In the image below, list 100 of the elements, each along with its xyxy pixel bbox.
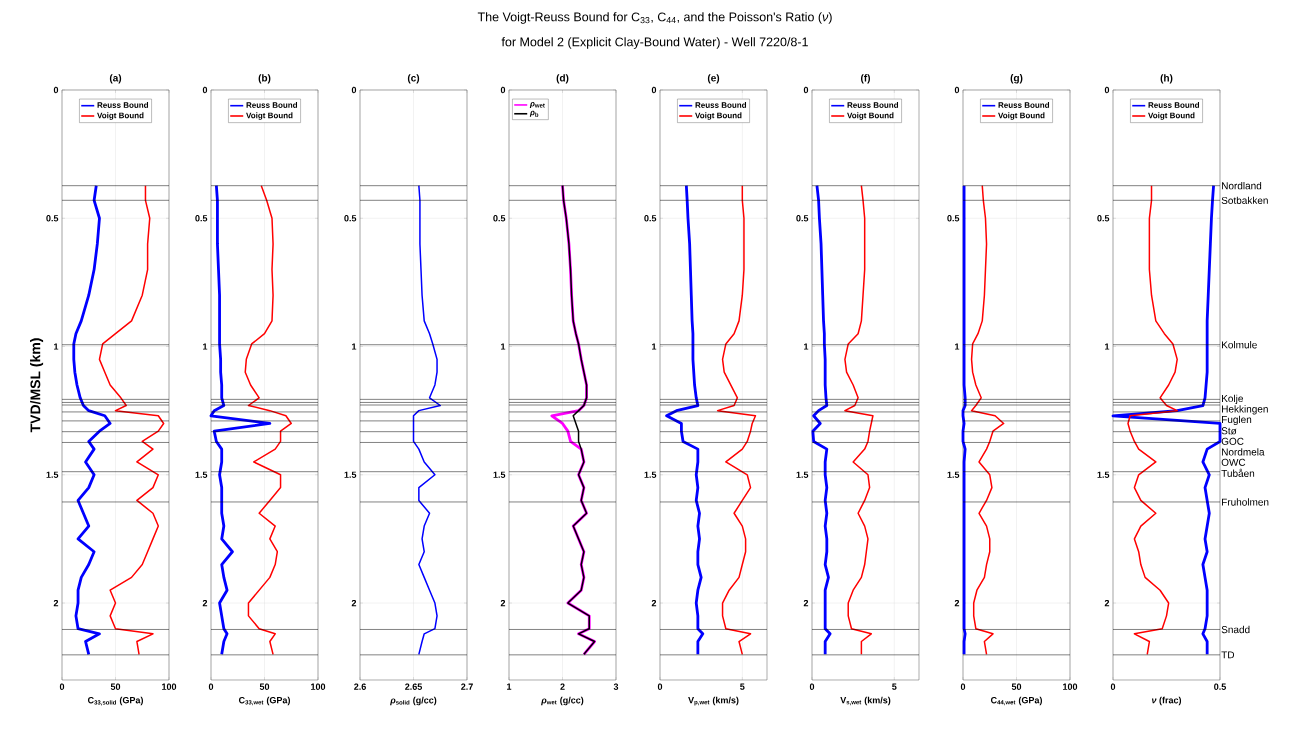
chart-title: (c) [407, 74, 420, 84]
x-tick-label: 0 [208, 683, 214, 690]
x-tick-label: 5 [740, 683, 745, 690]
legend-label: Reuss Bound [847, 102, 899, 108]
x-axis-title: ρ$_{solid}$ (g/cc) [390, 696, 437, 706]
y-tick-label: 0 [53, 86, 59, 94]
legend-label: Reuss Bound [998, 102, 1050, 108]
ref-line-label: Fuglen [1222, 415, 1252, 426]
y-tick-label: 0 [651, 86, 657, 94]
x-axis-title: ν (frac) [1151, 696, 1182, 706]
y-tick-label: 0 [351, 86, 357, 94]
y-tick-label: 0.5 [195, 215, 208, 222]
ref-line-label: Kolmule [1222, 341, 1257, 349]
legend-label: Voigt Bound [246, 112, 293, 120]
legend-label: Reuss Bound [695, 102, 747, 108]
x-tick-label: 50 [110, 683, 121, 690]
y-tick-label: 0.5 [796, 215, 809, 222]
ref-line-label: Stø [1221, 427, 1237, 435]
x-tick-label: 0 [809, 683, 815, 690]
legend-label: Reuss Bound [97, 102, 149, 108]
chart-title: (a) [109, 74, 122, 84]
y-tick-label: 0 [1104, 86, 1110, 94]
y-tick-label: 2 [202, 599, 208, 607]
chart-title: (d) [556, 74, 569, 84]
x-tick-label: 2 [560, 683, 565, 690]
y-tick-label: 1 [1105, 343, 1110, 350]
y-tick-label: 0 [500, 86, 506, 94]
ref-line-label: Snadd [1221, 625, 1250, 634]
ref-line-label: Hekkingen [1222, 405, 1268, 415]
y-tick-label: 1.5 [947, 471, 960, 478]
y-tick-label: 2 [53, 599, 59, 607]
x-tick-label: 0 [657, 683, 663, 690]
legend-label: Reuss Bound [1148, 102, 1200, 108]
x-tick-label: 50 [1011, 683, 1022, 690]
ref-line-label: Nordmela [1222, 448, 1265, 456]
legend-label: ρ$_{b}$ [529, 110, 539, 117]
y-tick-label: 0.5 [344, 215, 357, 222]
y-tick-label: 1.5 [644, 471, 657, 478]
x-tick-label: 0 [960, 683, 966, 690]
y-tick-label: 1 [955, 343, 960, 350]
ref-line-label: TD [1221, 651, 1235, 659]
ref-line-label: Kolje [1222, 394, 1243, 405]
x-tick-label: 0 [59, 683, 65, 690]
y-tick-label: 1.5 [1097, 471, 1110, 478]
legend-label: Voigt Bound [1148, 112, 1195, 120]
x-axis-title: C$_{44,wet}$ (GPa) [990, 696, 1042, 706]
y-tick-label: 1.5 [493, 471, 506, 478]
y-tick-label: 2 [351, 599, 357, 607]
ref-line-label: Nordland [1222, 182, 1262, 190]
ref-line-label: Tubåen [1221, 468, 1255, 477]
x-tick-label: 2.6 [354, 683, 366, 690]
y-tick-label: 0.5 [46, 215, 59, 222]
x-tick-label: 1 [507, 683, 512, 690]
x-tick-label: 2.65 [405, 683, 423, 690]
y-tick-label: 1.5 [344, 471, 357, 478]
y-tick-label: 0.5 [1097, 215, 1110, 222]
x-axis-title: C$_{33,wet}$ (GPa) [238, 696, 290, 706]
x-tick-label: 100 [162, 683, 177, 690]
legend-label: Voigt Bound [695, 112, 742, 120]
ref-line-label: Fruholmen [1222, 498, 1269, 506]
legend-label: Reuss Bound [246, 102, 298, 108]
text: for Model 2 (Explicit Clay-Bound Water) - Well 7220/8-1 [501, 37, 808, 49]
y-tick-label: 0.5 [947, 215, 960, 222]
y-tick-label: 1.5 [46, 471, 59, 478]
y-tick-label: 0.5 [644, 215, 657, 222]
y-tick-label: 0 [803, 86, 809, 94]
x-tick-label: 5 [892, 683, 897, 690]
y-tick-label: 0 [954, 86, 960, 94]
y-tick-label: 1 [501, 343, 506, 350]
y-tick-label: 2 [651, 599, 657, 607]
x-axis-title: ρ$_{wet}$ (g/cc) [541, 696, 584, 706]
x-tick-label: 0 [1110, 683, 1116, 690]
chart-title: (g) [1010, 74, 1023, 84]
y-tick-label: 1 [203, 343, 208, 350]
legend-label: Voigt Bound [97, 112, 144, 120]
x-axis-title: V$_{p,wet}$ (km/s) [688, 696, 739, 706]
x-tick-label: 50 [259, 683, 270, 690]
y-tick-label: 1.5 [195, 471, 208, 478]
x-axis-title: V$_{s,wet}$ (km/s) [840, 696, 891, 706]
y-tick-label: 0.5 [493, 215, 506, 222]
ref-line-label: GOC [1221, 437, 1244, 445]
legend-label: Voigt Bound [998, 112, 1045, 120]
y-tick-label: 2 [1104, 599, 1110, 607]
y-tick-label: 2 [500, 599, 506, 607]
chart-title: (e) [707, 74, 720, 84]
y-tick-label: 1.5 [796, 471, 809, 478]
text: The Voigt-Reuss Bound for C$_{33}$, C$_{44}$, and the Poisson's Ratio (ν) [477, 12, 832, 24]
y-tick-label: 1 [804, 343, 809, 350]
y-tick-label: 1 [352, 343, 357, 350]
legend-label: ρ$_{wet}$ [529, 102, 545, 109]
x-tick-label: 3 [613, 683, 619, 690]
x-tick-label: 100 [1063, 683, 1078, 690]
chart-title: (b) [258, 74, 271, 84]
x-tick-label: 100 [311, 683, 326, 690]
chart-title: (f) [861, 74, 871, 84]
ref-line-label: Sotbakken [1221, 196, 1268, 204]
chart-title: (h) [1160, 74, 1173, 84]
y-tick-label: 1 [54, 343, 59, 350]
y-tick-label: 0 [202, 86, 208, 94]
y-axis-title: TVD/MSL (km) [30, 338, 44, 433]
